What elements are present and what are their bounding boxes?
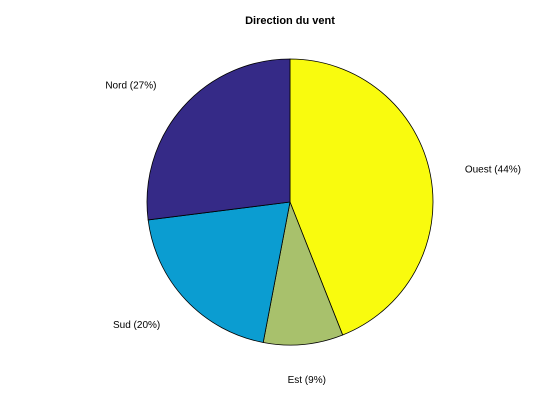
pie-slices [146,58,434,346]
pie-slice-sud [147,201,291,343]
slice-label-nord: Nord (27%) [105,80,156,91]
pie-slice-nord [146,58,291,221]
pie-labels: Ouest (44%) Est (9%) Sud (20%) Nord (27%) [105,80,521,386]
slice-label-est: Est (9%) [288,375,326,386]
slice-label-ouest: Ouest (44%) [465,165,521,176]
slice-label-sud: Sud (20%) [113,320,160,331]
chart-title: Direction du vent [245,15,335,27]
pie-slice-ouest [289,58,434,336]
pie-slice-est [262,200,344,346]
